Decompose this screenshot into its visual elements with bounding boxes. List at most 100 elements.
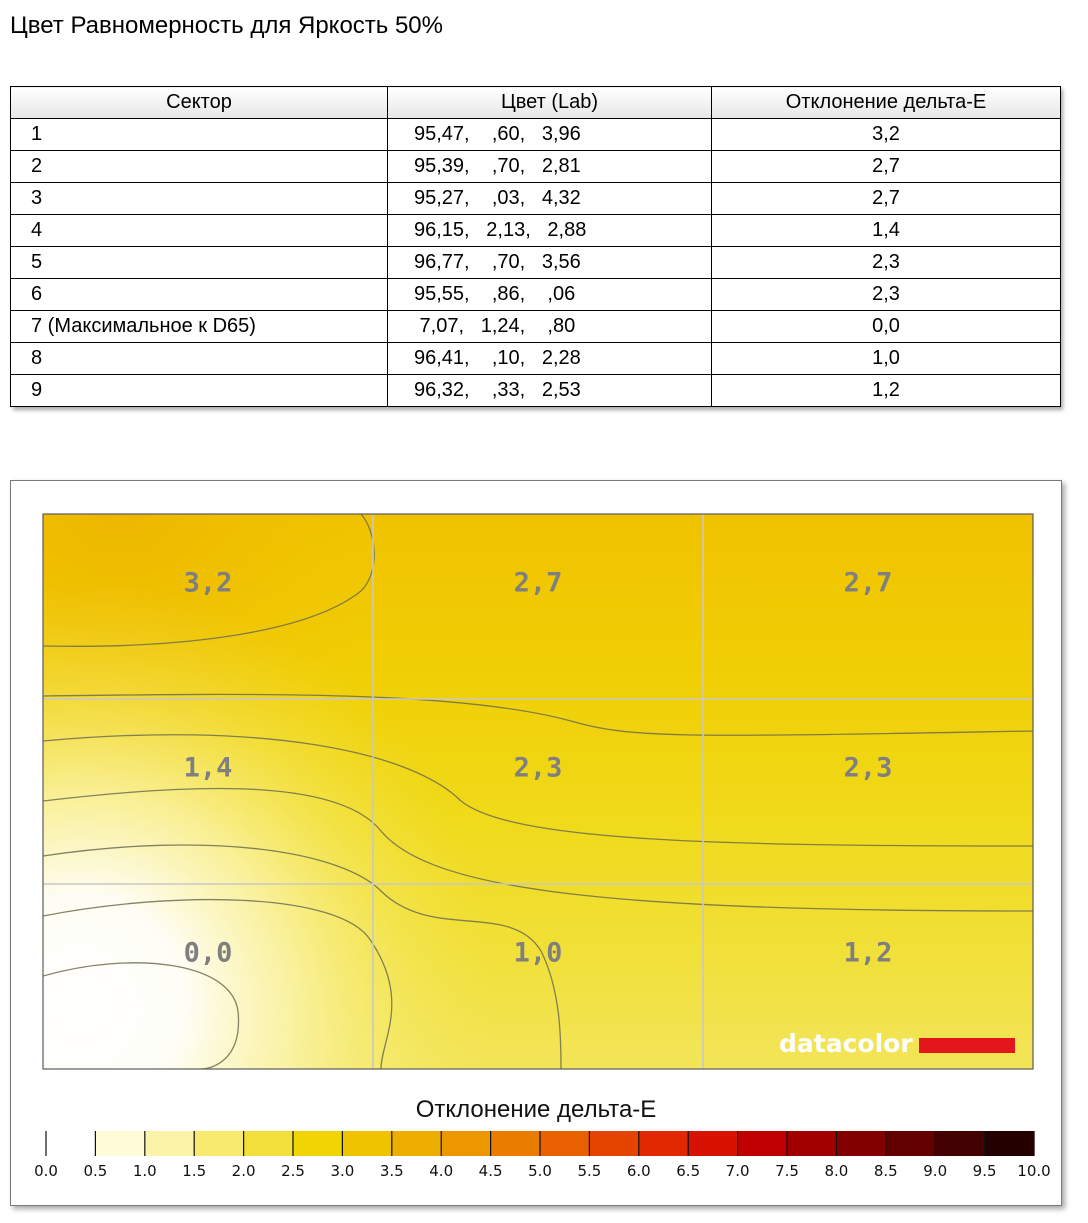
colorbar-tick-label: 4.5 [479, 1162, 503, 1180]
table-cell-delta-e: 0,0 [711, 310, 1061, 343]
uniformity-chart: 3,2 2,7 2,7 1,4 2,3 2,3 0,0 1,0 1,2 datacolor От… [10, 480, 1062, 1206]
colorbar-segment [737, 1131, 788, 1156]
colorbar-tick-label: 5.0 [528, 1162, 552, 1180]
logo-bar [919, 1038, 1015, 1053]
heatmap-plot-area: 3,2 2,7 2,7 1,4 2,3 2,3 0,0 1,0 1,2 datacolor [43, 514, 1033, 1069]
colorbar-segment [836, 1131, 887, 1156]
colorbar-tick-label: 9.0 [923, 1162, 947, 1180]
table-cell-lab: 95,47, ,60, 3,96 [387, 118, 712, 151]
contour-line [43, 962, 240, 1069]
table-cell-sector: 7 (Максимальное к D65) [10, 310, 388, 343]
colorbar-tick-label: 6.0 [627, 1162, 651, 1180]
table-row: 7 (Максимальное к D65) 7,07, 1,24, ,80 0,… [10, 310, 1061, 343]
colorbar-tick-label: 8.0 [824, 1162, 848, 1180]
table-header-row: Сектор Цвет (Lab) Отклонение дельта-E [10, 86, 1061, 119]
colorbar-tick-label: 10.0 [1017, 1162, 1050, 1180]
table-cell-lab: 96,32, ,33, 2,53 [387, 374, 712, 407]
table-row: 3 95,27, ,03, 4,32 2,7 [10, 182, 1061, 215]
plot-border [42, 513, 1034, 1070]
table-row: 1 95,47, ,60, 3,96 3,2 [10, 118, 1061, 151]
contour-line [43, 898, 393, 1069]
colorbar-tick-label: 5.5 [577, 1162, 601, 1180]
heatmap-cell-label: 0,0 [184, 938, 233, 969]
table-cell-sector: 6 [10, 278, 388, 311]
colorbar-segment [490, 1131, 541, 1156]
colorbar-segment [243, 1131, 294, 1156]
table-cell-lab: 96,41, ,10, 2,28 [387, 342, 712, 375]
table-row: 2 95,39, ,70, 2,81 2,7 [10, 150, 1061, 183]
table-cell-delta-e: 3,2 [711, 118, 1061, 151]
datacolor-logo: datacolor [779, 1029, 1015, 1058]
colorbar-segment [540, 1131, 590, 1156]
colorbar-tick-label: 1.0 [133, 1162, 157, 1180]
heatmap-cell-label: 2,3 [844, 753, 893, 784]
colorbar-segment [935, 1131, 986, 1156]
table-cell-lab: 95,39, ,70, 2,81 [387, 150, 712, 183]
colorbar-tick-label: 7.0 [726, 1162, 750, 1180]
heatmap-cell-label: 2,7 [844, 568, 893, 599]
contour-line [43, 844, 562, 1069]
header-lab: Цвет (Lab) [387, 86, 712, 119]
colorbar-segment [589, 1131, 640, 1156]
table-cell-delta-e: 2,3 [711, 246, 1061, 279]
colorbar-segment [391, 1131, 442, 1156]
table-cell-lab: 96,15, 2,13, 2,88 [387, 214, 712, 247]
table-cell-sector: 5 [10, 246, 388, 279]
heatmap-cell-label: 2,7 [514, 568, 563, 599]
uniformity-heatmap-svg: 3,2 2,7 2,7 1,4 2,3 2,3 0,0 1,0 1,2 datacolor От… [34, 513, 1051, 1180]
colorbar-segment [885, 1131, 936, 1156]
header-delta-e: Отклонение дельта-E [711, 86, 1061, 119]
contour-line [43, 787, 1033, 912]
table-cell-sector: 1 [10, 118, 388, 151]
table-cell-sector: 8 [10, 342, 388, 375]
heatmap-cell-label: 2,3 [514, 753, 563, 784]
table-cell-delta-e: 1,4 [711, 214, 1061, 247]
colorbar-segment [46, 1131, 96, 1156]
heatmap-cell-label: 1,4 [184, 753, 233, 784]
colorbar-segment [787, 1131, 837, 1156]
contour-line [43, 734, 1033, 847]
table-cell-delta-e: 2,7 [711, 150, 1061, 183]
sector-grid [43, 514, 1033, 1069]
table-cell-delta-e: 1,2 [711, 374, 1061, 407]
table-cell-lab: 95,27, ,03, 4,32 [387, 182, 712, 215]
table-cell-delta-e: 1,0 [711, 342, 1061, 375]
colorbar-tick-label: 3.5 [380, 1162, 404, 1180]
page-title: Цвет Равномерность для Яркость 50% [10, 12, 443, 39]
heatmap-cell-label: 1,0 [514, 938, 563, 969]
table-row: 4 96,15, 2,13, 2,88 1,4 [10, 214, 1061, 247]
colorbar-segment [688, 1131, 739, 1156]
colorbar-segment [342, 1131, 393, 1156]
table-cell-delta-e: 2,7 [711, 182, 1061, 215]
heatmap-cell-label: 3,2 [184, 568, 233, 599]
contour-line [43, 693, 1033, 736]
table-cell-sector: 2 [10, 150, 388, 183]
logo-text: datacolor [779, 1029, 913, 1058]
colorbar-tick-label: 6.5 [676, 1162, 700, 1180]
colorbar-segment [293, 1131, 343, 1156]
colorbar-tick-label: 0.5 [83, 1162, 107, 1180]
table-cell-sector: 3 [10, 182, 388, 215]
heatmap-cell-label: 1,2 [844, 938, 893, 969]
colorbar-segment [638, 1131, 689, 1156]
table-cell-lab: 95,55, ,86, ,06 [387, 278, 712, 311]
colorbar-tick-label: 2.0 [232, 1162, 256, 1180]
colorbar-segment [441, 1131, 492, 1156]
colorbar: 0.0 0.5 1.0 1.5 2.0 2.5 3.0 3.5 4.0 4.5 5.0 5.5 6.0 6… [34, 1131, 1051, 1180]
colorbar-segment [984, 1131, 1035, 1156]
colorbar-segment [144, 1131, 195, 1156]
colorbar-title: Отклонение дельта-E [416, 1096, 657, 1123]
colorbar-tick-label: 7.5 [775, 1162, 799, 1180]
table-cell-sector: 4 [10, 214, 388, 247]
colorbar-tick-label: 1.5 [182, 1162, 206, 1180]
header-sector: Сектор [10, 86, 388, 119]
colorbar-segment [95, 1131, 146, 1156]
table-cell-delta-e: 2,3 [711, 278, 1061, 311]
table-row: 8 96,41, ,10, 2,28 1,0 [10, 342, 1061, 375]
colorbar-tick-label: 3.0 [330, 1162, 354, 1180]
table-row: 9 96,32, ,33, 2,53 1,2 [10, 374, 1061, 407]
table-cell-sector: 9 [10, 374, 388, 407]
colorbar-tick-label: 0.0 [34, 1162, 58, 1180]
table-cell-lab: 96,77, ,70, 3,56 [387, 246, 712, 279]
